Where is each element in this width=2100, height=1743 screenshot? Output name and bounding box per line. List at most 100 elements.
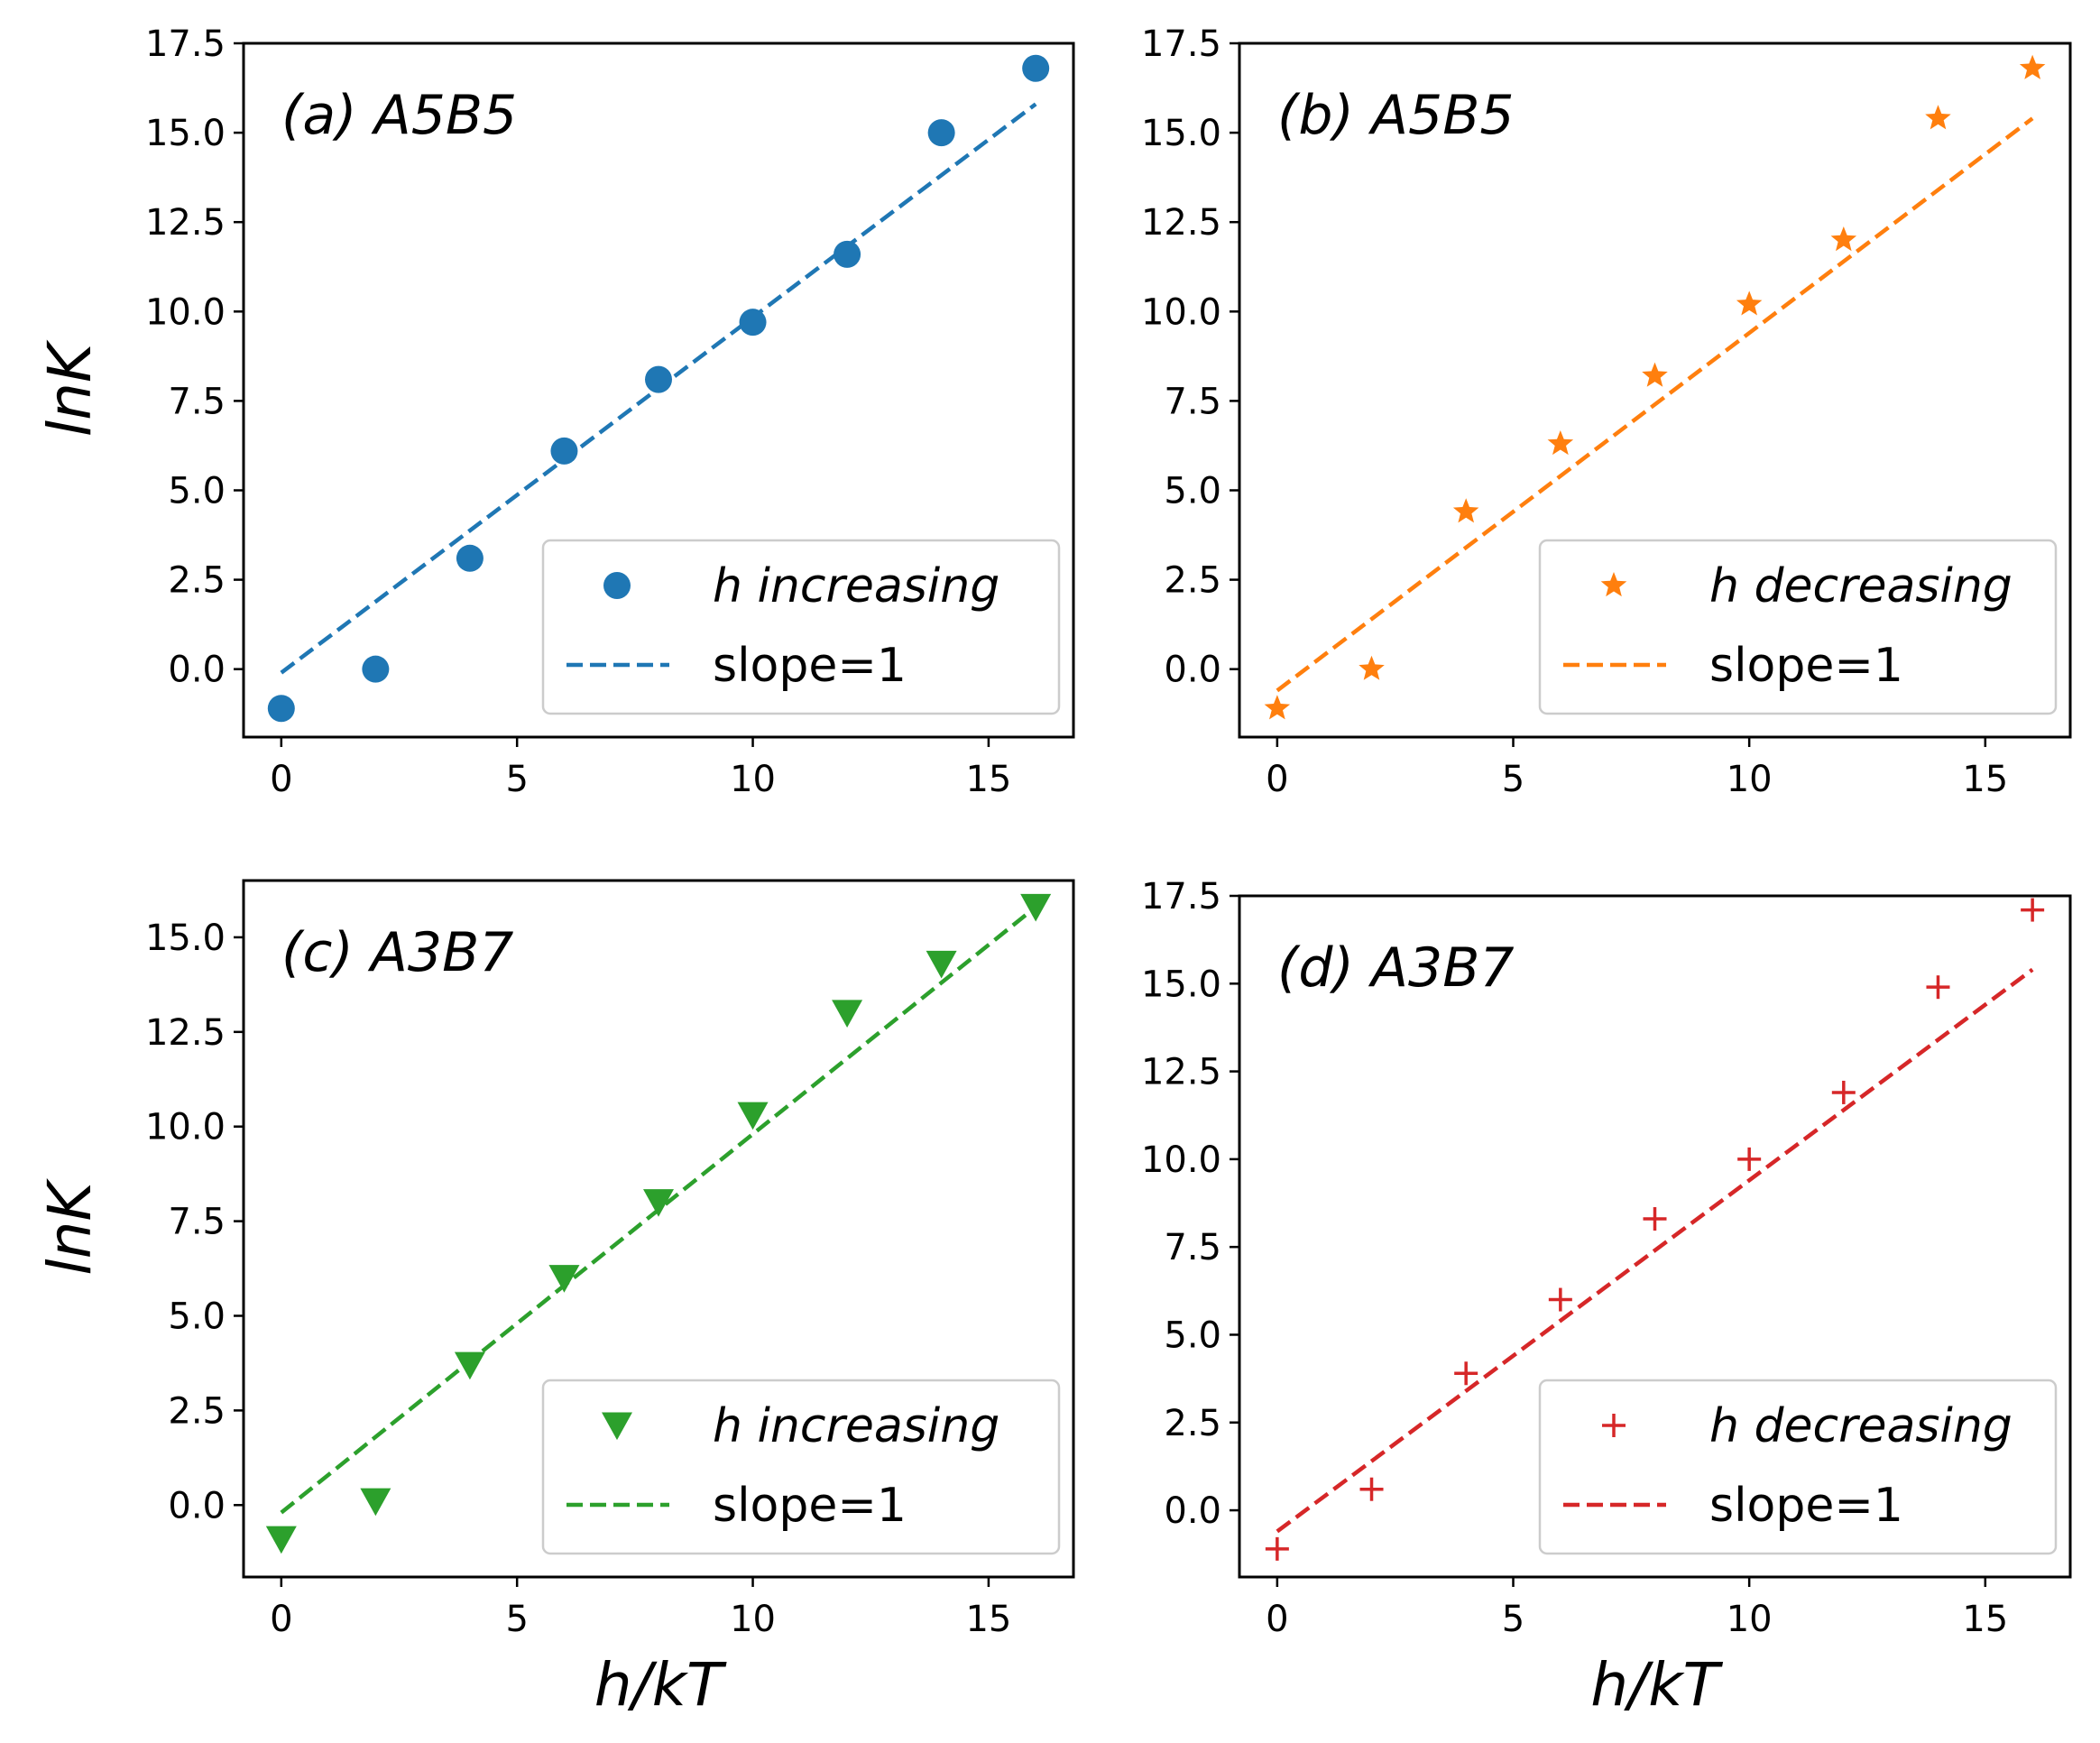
legend-fit-label: slope=1 [1709,639,1903,693]
x-axis-label: h/kT [594,1650,727,1720]
data-point [1548,1287,1572,1312]
x-tick-label: 0 [1266,1599,1288,1640]
legend-marker [1602,1414,1626,1437]
data-point [737,1102,769,1130]
data-point [362,655,390,683]
legend-marker [603,572,631,599]
y-tick-label: 0.0 [1164,650,1221,691]
legend-box [1538,1379,2058,1555]
panel-label-prefix: (b) [1277,84,1371,147]
data-point [1452,498,1479,523]
y-tick-label: 10.0 [1141,1139,1221,1181]
legend: h decreasing slope=1 [1538,1379,2058,1555]
y-tick-label: 2.5 [168,1390,226,1432]
panel-a: 0.0 2.5 5.0 7.5 10.0 12.5 15.0 17.5 0 5 10 15 (a) A5… [35,23,1075,800]
x-tick-label: 15 [1962,759,2008,800]
y-tick-label: 10.0 [145,291,226,333]
legend-fit-label: slope=1 [713,639,907,693]
y-tick-label: 7.5 [1164,1227,1221,1268]
data-point [1264,695,1291,720]
y-tick-label: 2.5 [168,560,226,602]
y-tick-label: 2.5 [1164,1403,1221,1444]
data-point [456,544,484,572]
y-tick-label: 7.5 [168,1202,226,1243]
panel-label-prefix: (d) [1277,936,1371,1000]
x-tick-label: 10 [1727,759,1773,800]
y-tick-label: 12.5 [1141,202,1221,244]
data-point [1926,975,1950,1000]
data-point [1359,1477,1384,1501]
y-axis-label: lnK [35,1178,105,1276]
y-tick-label: 12.5 [145,1012,226,1054]
fit-line [1276,116,2034,693]
panel-label-prefix: (c) [281,921,371,984]
data-point [643,1189,674,1217]
data-point [926,950,957,979]
panel-label: (a) A5B5 [281,84,517,147]
x-tick-label: 15 [965,1599,1011,1640]
y-tick-label: 12.5 [145,202,226,244]
y-tick-label: 15.0 [145,113,226,154]
panel-label-prefix: (a) [281,84,374,147]
data-point [1925,105,1951,130]
legend-series-label: h decreasing [1709,1399,2012,1453]
data-point [550,437,578,465]
data-point [265,1526,297,1554]
data-point [1547,430,1574,456]
legend-box [541,1379,1061,1555]
legend: h decreasing slope=1 [1538,539,2058,715]
y-tick-label: 10.0 [145,1107,226,1148]
legend-series-label: h increasing [713,1399,999,1453]
legend-fit-label: slope=1 [713,1479,907,1533]
data-point [834,240,861,268]
x-tick-label: 10 [730,759,776,800]
axes-frame [242,879,1075,1579]
panel-label-title: A3B7 [1368,936,1515,1000]
data-point [548,1265,580,1293]
legend: h increasing slope=1 [541,1379,1061,1555]
y-tick-label: 7.5 [1164,381,1221,422]
y-axis-label: lnK [35,339,105,437]
y-tick-label: 17.5 [1141,23,1221,65]
axes-frame [242,42,1075,739]
x-tick-label: 15 [965,759,1011,800]
y-tick-label: 5.0 [1164,1314,1221,1356]
x-tick-label: 0 [1266,759,1288,800]
data-point [454,1351,485,1380]
legend-fit-label: slope=1 [1709,1479,1903,1533]
axes-frame [1238,894,2072,1579]
x-tick-label: 0 [270,1599,292,1640]
legend-series-label: h decreasing [1709,559,2012,613]
data-point [360,1488,391,1517]
data-point [1643,1207,1667,1231]
y-tick-label: 17.5 [1141,876,1221,918]
y-tick-label: 15.0 [145,918,226,959]
y-tick-label: 0.0 [1164,1490,1221,1532]
data-point [2019,54,2046,79]
legend-marker [1600,572,1627,597]
panel-label-title: A3B7 [367,921,514,984]
legend-series-label: h increasing [713,559,999,613]
data-point [1265,1536,1289,1561]
x-tick-label: 5 [1502,759,1524,800]
y-tick-label: 15.0 [1141,964,1221,1005]
panel-c: 0.0 2.5 5.0 7.5 10.0 12.5 15.0 0 5 10 15 (c) A3B7 h … [35,879,1075,1720]
legend: h increasing slope=1 [541,539,1061,715]
fit-line [1276,967,2034,1534]
panel-b: 0.0 2.5 5.0 7.5 10.0 12.5 15.0 17.5 0 5 10 15 (b) A5… [1141,23,2072,800]
data-point [1022,54,1050,82]
data-point [1454,1361,1478,1386]
y-tick-label: 15.0 [1141,113,1221,154]
legend-box [1538,539,2058,715]
data-point [832,1000,863,1028]
legend-box [541,539,1061,715]
y-tick-label: 2.5 [1164,560,1221,602]
data-point [1737,1147,1762,1171]
y-tick-label: 7.5 [168,381,226,422]
legend-marker [602,1412,632,1441]
y-tick-label: 5.0 [168,470,226,512]
x-axis-label: h/kT [1590,1650,1723,1720]
panel-label: (b) A5B5 [1277,84,1515,147]
y-tick-label: 0.0 [168,650,226,691]
axes-frame [1238,42,2072,739]
